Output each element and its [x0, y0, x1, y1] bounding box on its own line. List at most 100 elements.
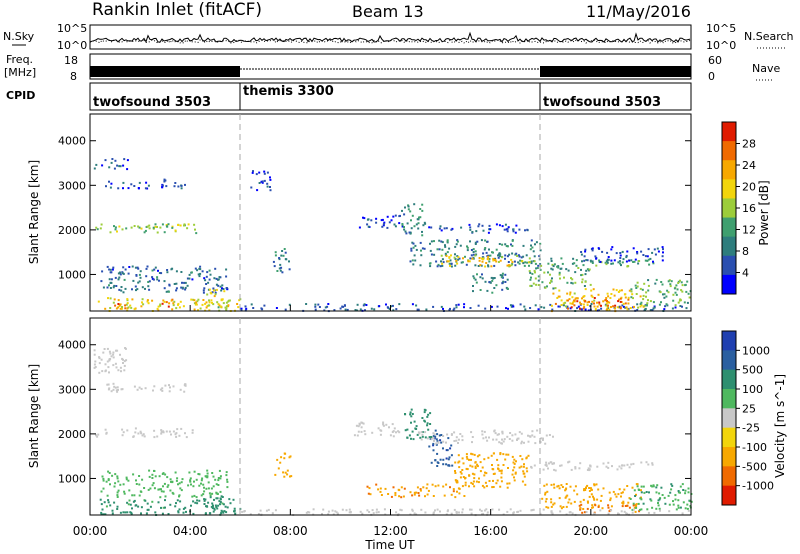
- data-cell: [471, 483, 474, 485]
- data-cell: [124, 268, 127, 271]
- data-cell: [610, 293, 613, 295]
- data-cell: [157, 488, 160, 491]
- data-cell: [181, 281, 183, 284]
- data-cell: [363, 303, 366, 306]
- data-cell: [522, 244, 525, 247]
- data-cell: [121, 306, 123, 308]
- data-cell: [506, 227, 509, 230]
- data-cell: [149, 505, 152, 508]
- data-cell: [221, 287, 223, 290]
- data-cell: [438, 248, 441, 251]
- data-cell: [499, 453, 502, 456]
- data-cell: [307, 511, 309, 514]
- data-cell: [111, 512, 114, 515]
- data-cell: [215, 277, 218, 280]
- data-cell: [484, 247, 487, 249]
- data-cell: [153, 487, 156, 490]
- data-cell: [478, 223, 481, 226]
- data-cell: [163, 178, 166, 181]
- data-cell: [414, 259, 417, 262]
- data-cell: [205, 306, 208, 309]
- data-cell: [211, 492, 214, 495]
- data-cell: [397, 513, 400, 516]
- data-cell: [491, 508, 494, 511]
- data-cell: [626, 308, 629, 311]
- data-cell: [399, 214, 401, 217]
- data-cell: [491, 464, 493, 466]
- data-cell: [479, 508, 481, 511]
- data-cell: [652, 301, 655, 304]
- data-cell: [383, 221, 386, 224]
- data-cell: [622, 500, 625, 503]
- data-cell: [210, 505, 213, 508]
- data-cell: [279, 461, 282, 464]
- data-cell: [383, 508, 386, 511]
- data-cell: [110, 278, 113, 281]
- data-cell: [349, 511, 352, 514]
- data-cell: [652, 307, 655, 310]
- data-cell: [410, 408, 413, 411]
- data-cell: [279, 269, 282, 272]
- data-cell: [100, 490, 103, 493]
- data-cell: [193, 494, 196, 497]
- data-cell: [364, 433, 367, 436]
- data-cell: [245, 307, 248, 310]
- data-cell: [628, 497, 631, 500]
- data-cell: [391, 423, 394, 426]
- data-cell: [394, 225, 397, 228]
- data-cell: [419, 489, 422, 492]
- colorbar-swatch: [722, 217, 736, 238]
- data-cell: [506, 230, 509, 233]
- data-cell: [93, 366, 96, 369]
- data-cell: [624, 293, 627, 296]
- data-cell: [208, 309, 211, 312]
- data-cell: [427, 489, 430, 492]
- data-cell: [672, 500, 674, 503]
- data-cell: [558, 497, 561, 500]
- data-cell: [207, 487, 210, 490]
- data-cell: [143, 487, 146, 489]
- data-cell: [621, 304, 624, 307]
- data-cell: [398, 495, 401, 498]
- data-cell: [164, 384, 167, 387]
- data-cell: [164, 499, 166, 502]
- data-cell: [208, 288, 211, 291]
- data-cell: [506, 287, 509, 290]
- data-cell: [212, 485, 215, 488]
- data-cell: [102, 477, 105, 480]
- data-cell: [520, 465, 523, 468]
- data-cell: [251, 171, 254, 174]
- data-cell: [400, 496, 403, 499]
- data-cell: [455, 510, 458, 513]
- data-cell: [122, 362, 124, 364]
- data-cell: [523, 441, 525, 444]
- data-cell: [581, 297, 583, 300]
- data-cell: [470, 254, 473, 257]
- data-cell: [93, 363, 96, 366]
- data-cell: [566, 299, 569, 302]
- data-cell: [119, 271, 121, 274]
- data-cell: [163, 231, 166, 234]
- data-cell: [366, 509, 369, 512]
- data-cell: [613, 294, 616, 297]
- data-cell: [618, 260, 621, 263]
- data-cell: [159, 226, 162, 229]
- data-cell: [217, 306, 220, 309]
- data-cell: [176, 428, 179, 431]
- data-cell: [165, 430, 168, 433]
- data-cell: [163, 482, 166, 485]
- data-cell: [482, 437, 485, 440]
- data-cell: [378, 305, 381, 308]
- data-cell: [163, 287, 166, 290]
- data-cell: [375, 511, 378, 514]
- data-cell: [142, 433, 145, 436]
- data-cell: [449, 447, 452, 450]
- data-cell: [459, 471, 462, 473]
- data-cell: [510, 258, 513, 261]
- data-cell: [537, 308, 540, 311]
- data-cell: [192, 485, 195, 488]
- data-cell: [151, 484, 154, 487]
- data-cell: [101, 164, 104, 167]
- data-cell: [173, 300, 176, 303]
- data-cell: [110, 161, 113, 164]
